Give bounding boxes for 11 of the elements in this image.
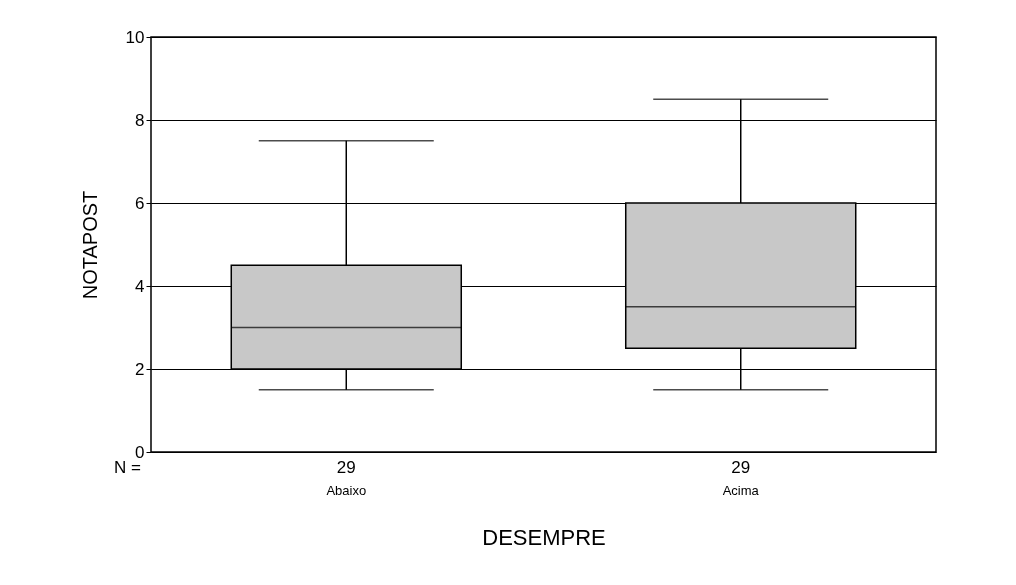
y-tick-label: 2 (135, 359, 145, 379)
y-tick-label: 6 (135, 193, 145, 213)
y-tick-label: 4 (135, 276, 145, 296)
y-tick-label: 10 (125, 27, 145, 47)
x-axis-title: DESEMPRE (482, 524, 606, 550)
y-axis-title: NOTAPOST (78, 190, 101, 300)
x-tick-label: Acima (722, 482, 760, 498)
x-tick-label: Abaixo (326, 482, 367, 498)
text: 29 (731, 458, 751, 477)
y-tick-label: 8 (135, 110, 145, 130)
text: 29 (336, 458, 356, 477)
